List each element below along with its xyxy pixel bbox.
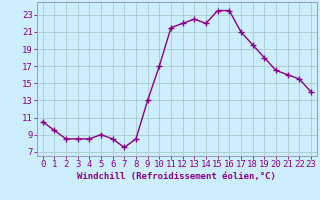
- X-axis label: Windchill (Refroidissement éolien,°C): Windchill (Refroidissement éolien,°C): [77, 172, 276, 181]
